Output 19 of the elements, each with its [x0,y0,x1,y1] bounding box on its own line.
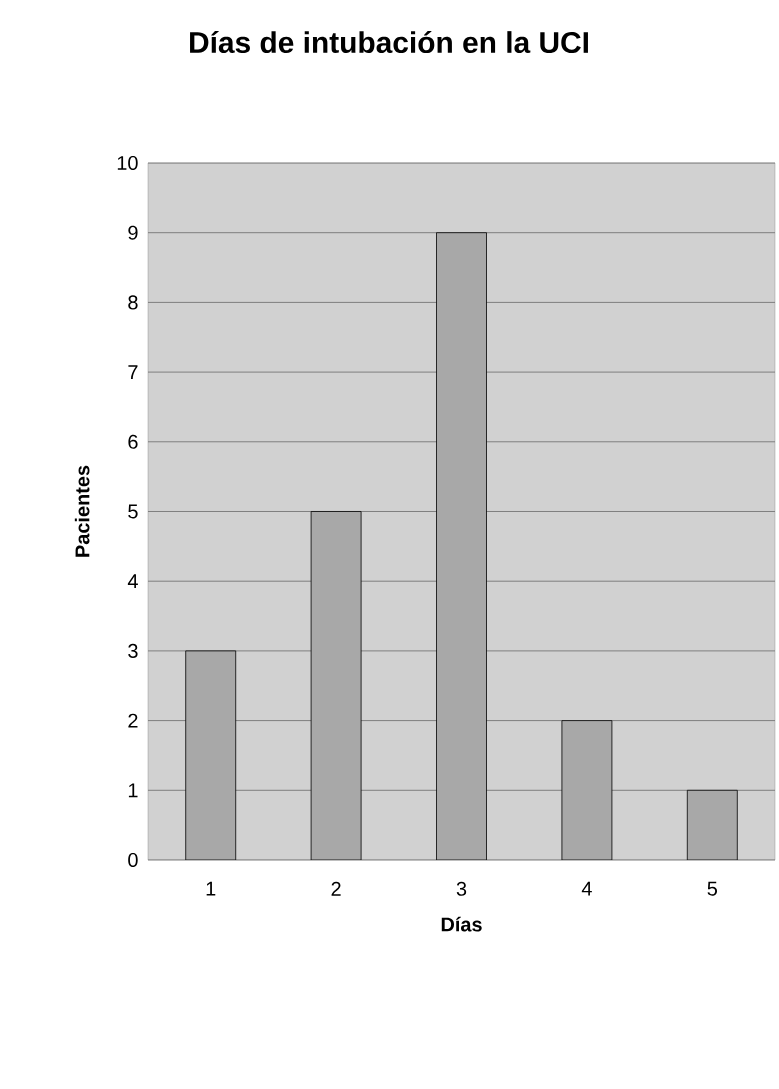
y-tick-label: 0 [128,852,138,868]
y-tick-label: 3 [128,643,138,658]
y-tick-label: 6 [128,434,138,449]
x-tick-label: 5 [707,881,718,896]
chart-title: Días de intubación en la UCI [190,30,588,54]
y-tick-label: 1 [128,783,138,798]
y-tick-label: 7 [128,365,138,379]
x-tick-label: 4 [581,881,592,896]
x-tick-label: 3 [456,881,467,896]
y-tick-label: 8 [128,295,138,310]
y-tick-label: 9 [128,225,138,240]
y-axis-title: Pacientes [74,465,90,557]
x-tick-label: 2 [331,881,341,896]
x-tick-label: 1 [206,881,216,896]
x-axis-title: Días [441,916,482,932]
y-tick-label: 4 [127,574,138,589]
y-tick-label: 5 [128,504,138,519]
y-tick-label: 2 [128,713,138,728]
y-tick-label: 10 [117,155,138,171]
